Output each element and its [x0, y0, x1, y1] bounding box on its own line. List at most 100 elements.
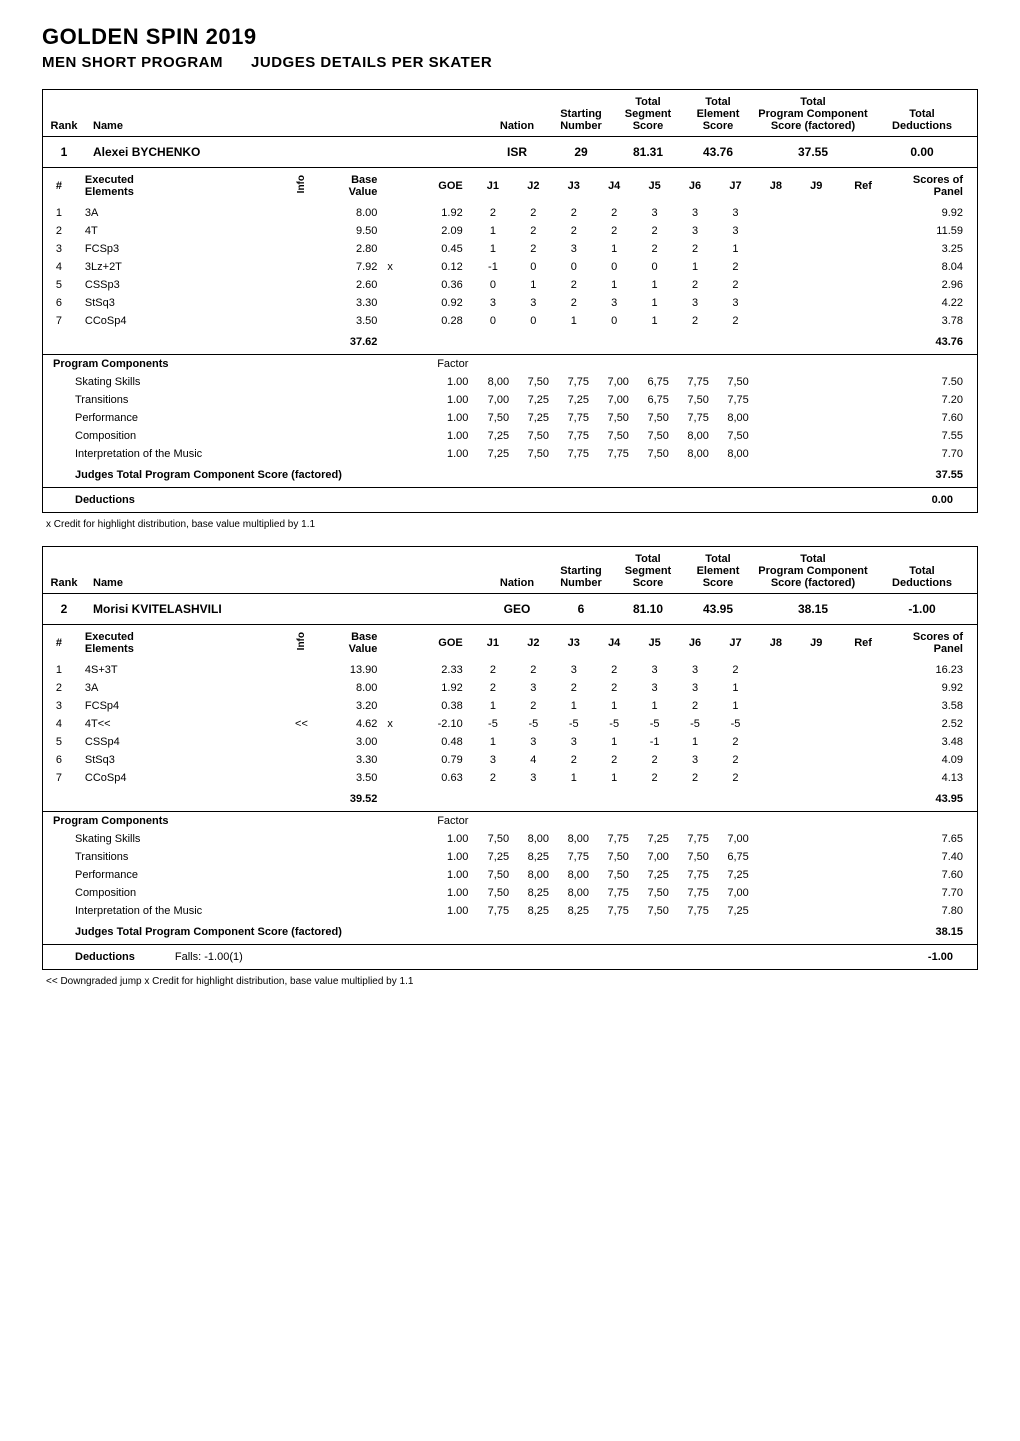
component-judge: 7,25 — [558, 391, 598, 409]
element-x — [383, 276, 406, 294]
component-judge: 7,00 — [598, 373, 638, 391]
component-judge: 7,25 — [478, 445, 518, 463]
component-score: 7.70 — [891, 884, 977, 902]
hdr-spacer — [355, 547, 375, 593]
element-judge: -5 — [513, 715, 553, 733]
element-judge: 2 — [634, 240, 674, 258]
element-info — [281, 222, 321, 240]
element-x — [383, 240, 406, 258]
val-start-no: 6 — [549, 594, 613, 624]
element-ref — [837, 751, 890, 769]
header-values-row: 2Morisi KVITELASHVILIGEO681.1043.9538.15… — [43, 594, 977, 625]
col-judge: J6 — [675, 168, 715, 204]
element-info — [281, 769, 321, 787]
element-info: << — [281, 715, 321, 733]
element-judge — [796, 294, 836, 312]
component-judge: 7,50 — [518, 427, 558, 445]
component-judge: 7,00 — [478, 391, 518, 409]
element-row: 5CSSp43.000.481331-1123.48 — [43, 733, 977, 751]
element-judge: 1 — [473, 222, 513, 240]
element-goe: 0.28 — [407, 312, 473, 330]
component-judge: 7,50 — [478, 884, 518, 902]
component-judge: 7,75 — [678, 830, 718, 848]
component-judge: 7,75 — [678, 409, 718, 427]
component-factor: 1.00 — [413, 445, 478, 463]
element-x — [383, 294, 406, 312]
component-judge: 7,75 — [478, 902, 518, 920]
element-judge: 3 — [473, 751, 513, 769]
col-judge: J1 — [473, 625, 513, 661]
col-judge: J6 — [675, 625, 715, 661]
element-judge: 1 — [594, 769, 634, 787]
component-row: Transitions1.007,007,257,257,006,757,507… — [43, 391, 977, 409]
hdr-total-element: TotalElementScore — [683, 547, 753, 593]
col-judge: J2 — [513, 168, 553, 204]
element-judge: 3 — [715, 222, 755, 240]
val-total-segment: 81.31 — [613, 137, 683, 167]
component-judge: 6,75 — [718, 848, 758, 866]
element-judge: 2 — [675, 697, 715, 715]
element-row: 6StSq33.300.7934222324.09 — [43, 751, 977, 769]
element-judge: 0 — [594, 312, 634, 330]
element-x — [383, 204, 406, 222]
deductions-value: 0.00 — [932, 494, 967, 506]
element-code: 3A — [75, 679, 281, 697]
element-x — [383, 222, 406, 240]
component-judge — [758, 373, 798, 391]
element-judge: -5 — [715, 715, 755, 733]
element-judge: 3 — [554, 240, 594, 258]
component-score: 7.70 — [891, 445, 977, 463]
hdr-total-ded: TotalDeductions — [873, 90, 971, 136]
element-sop: 11.59 — [890, 222, 977, 240]
component-judge — [758, 409, 798, 427]
component-judge: 7,75 — [678, 902, 718, 920]
component-factor: 1.00 — [413, 373, 478, 391]
component-judge — [798, 830, 838, 848]
col-x — [383, 168, 406, 204]
element-judge — [756, 312, 796, 330]
element-judge — [756, 769, 796, 787]
element-code: 3A — [75, 204, 281, 222]
element-judge: 2 — [675, 240, 715, 258]
component-judge: 7,25 — [718, 902, 758, 920]
element-goe: 0.79 — [407, 751, 473, 769]
component-judge: 7,00 — [718, 884, 758, 902]
element-num: 7 — [43, 769, 75, 787]
element-ref — [837, 240, 890, 258]
element-sop: 2.52 — [890, 715, 977, 733]
element-row: 6StSq33.300.9233231334.22 — [43, 294, 977, 312]
component-judge: 7,50 — [518, 373, 558, 391]
element-judge — [796, 258, 836, 276]
val-total-element: 43.76 — [683, 137, 753, 167]
deductions-label: Deductions — [75, 951, 135, 963]
deductions-row: DeductionsFalls: -1.00(1)-1.00 — [43, 945, 977, 969]
component-judge: 7,00 — [718, 830, 758, 848]
element-row: 3FCSp32.800.4512312213.25 — [43, 240, 977, 258]
element-code: CSSp3 — [75, 276, 281, 294]
component-judge: 7,50 — [518, 445, 558, 463]
element-code: CSSp4 — [75, 733, 281, 751]
elements-table: #ExecutedElementsInfoBaseValueGOEJ1J2J3J… — [43, 168, 977, 354]
val-spacer — [431, 137, 485, 167]
elements-table: #ExecutedElementsInfoBaseValueGOEJ1J2J3J… — [43, 625, 977, 811]
element-info — [281, 697, 321, 715]
hdr-spacer — [355, 90, 375, 136]
hdr-spacer — [375, 547, 431, 593]
element-judge: 2 — [715, 751, 755, 769]
element-judge — [756, 258, 796, 276]
col-judge: J8 — [756, 168, 796, 204]
element-info — [281, 276, 321, 294]
col-judge: J4 — [594, 168, 634, 204]
col-judge: J9 — [796, 625, 836, 661]
element-judge: 2 — [554, 751, 594, 769]
element-code: 4T<< — [75, 715, 281, 733]
element-judge — [796, 240, 836, 258]
component-judge: 8,00 — [558, 866, 598, 884]
element-code: 3Lz+2T — [75, 258, 281, 276]
component-score: 7.60 — [891, 866, 977, 884]
pc-total-value: 37.55 — [891, 463, 977, 487]
element-judge — [796, 204, 836, 222]
header-labels-row: RankNameNationStartingNumberTotalSegment… — [43, 547, 977, 594]
hdr-spacer — [431, 90, 485, 136]
val-total-segment: 81.10 — [613, 594, 683, 624]
